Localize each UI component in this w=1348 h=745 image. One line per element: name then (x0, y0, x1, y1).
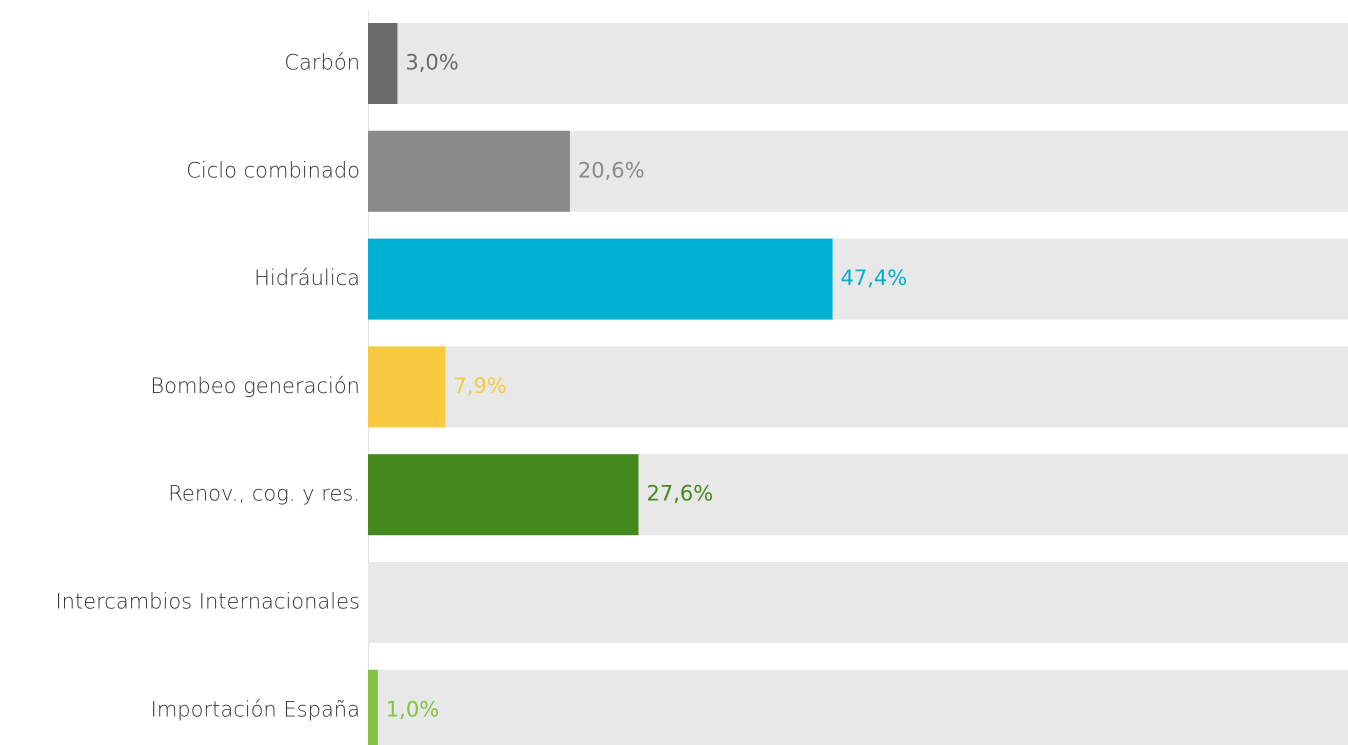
bar (368, 238, 833, 320)
category-label: Ciclo combinado (186, 158, 360, 182)
bar-row: Carbón 3,0% (284, 23, 1348, 104)
bar-track (368, 346, 1348, 428)
value-label: 1,0% (386, 697, 439, 721)
bar (368, 669, 378, 745)
bar-row: Renov., cog. y res. 27,6% (168, 454, 1348, 536)
bar-row: Bombeo generación 7,9% (150, 346, 1348, 428)
category-label: Intercambios Internacionales (55, 590, 360, 614)
bar (368, 346, 446, 428)
bar-track (368, 562, 1348, 643)
category-label: Bombeo generación (150, 374, 360, 398)
category-label: Hidráulica (254, 266, 360, 290)
category-label: Renov., cog. y res. (168, 482, 360, 506)
value-label: 7,9% (453, 374, 506, 398)
bar-track (368, 23, 1348, 104)
bar-row: Ciclo combinado 20,6% (186, 130, 1348, 212)
category-label: Importación España (151, 697, 360, 721)
bar-row: Importación España 1,0% (151, 669, 1348, 745)
value-label: 27,6% (646, 482, 713, 506)
bar-row: Intercambios Internacionales (55, 562, 1348, 643)
value-label: 3,0% (405, 51, 458, 75)
bar-track (368, 669, 1348, 745)
value-label: 47,4% (841, 266, 908, 290)
bar (368, 130, 570, 212)
category-label: Carbón (284, 51, 360, 75)
bar (368, 23, 398, 104)
bar-row: Hidráulica 47,4% (254, 238, 1348, 320)
bar (368, 454, 639, 536)
value-label: 20,6% (578, 158, 645, 182)
